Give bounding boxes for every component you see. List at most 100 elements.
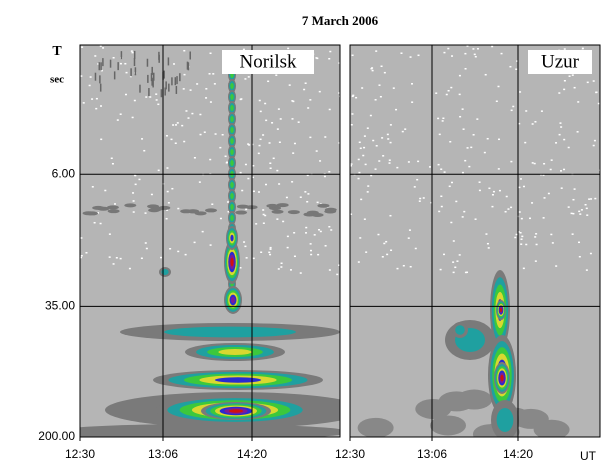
noise-speck [464, 68, 467, 70]
noise-speck [355, 96, 358, 99]
noise-speck [286, 235, 289, 238]
noise-speck [306, 200, 309, 203]
noise-speck [383, 71, 386, 74]
dark-patch [106, 205, 119, 210]
noise-speck [258, 99, 261, 102]
noise-speck [520, 238, 523, 240]
noise-speck [145, 247, 148, 250]
noise-speck [219, 146, 222, 149]
noise-speck [80, 75, 83, 77]
noise-speck [248, 144, 251, 146]
noise-speck [268, 142, 271, 144]
noise-speck [293, 142, 296, 145]
noise-speck [276, 169, 279, 172]
noise-speck [164, 87, 166, 96]
noise-speck [438, 133, 441, 136]
noise-speck [377, 233, 380, 236]
dark-patch [150, 207, 163, 212]
noise-speck [258, 144, 261, 147]
noise-speck [371, 67, 374, 69]
noise-speck [177, 207, 180, 210]
noise-speck [80, 254, 83, 257]
noise-speck [226, 201, 229, 203]
noise-speck [476, 48, 479, 50]
noise-speck [560, 187, 563, 189]
noise-speck [257, 152, 260, 155]
noise-speck [100, 105, 103, 107]
intensity-blob [214, 377, 262, 383]
noise-speck [157, 169, 160, 172]
noise-speck [558, 133, 561, 136]
noise-speck [351, 113, 354, 115]
noise-speck [269, 248, 272, 250]
noise-speck [94, 72, 97, 81]
noise-speck [492, 190, 495, 193]
noise-speck [128, 267, 131, 270]
noise-speck [458, 93, 461, 96]
noise-speck [486, 137, 489, 140]
noise-speck [401, 130, 404, 133]
noise-speck [153, 72, 155, 81]
noise-speck [454, 266, 457, 269]
noise-speck [578, 255, 581, 258]
noise-speck [447, 89, 450, 92]
noise-speck [329, 50, 332, 53]
noise-speck [285, 196, 288, 199]
noise-speck [592, 144, 595, 147]
noise-speck [581, 47, 584, 50]
noise-speck [265, 119, 268, 122]
noise-speck [510, 206, 513, 209]
noise-speck [389, 124, 392, 126]
noise-speck [165, 217, 168, 220]
noise-speck [389, 214, 392, 217]
noise-speck [166, 190, 169, 193]
noise-speck [209, 244, 212, 246]
noise-speck [385, 240, 388, 243]
noise-speck [198, 181, 201, 183]
noise-speck [442, 117, 445, 120]
label-box [528, 50, 592, 74]
panel-frame [349, 44, 601, 438]
noise-speck [275, 74, 278, 76]
noise-speck [486, 242, 489, 245]
intensity-blob [230, 94, 234, 100]
noise-speck [470, 146, 473, 149]
noise-speck [264, 183, 267, 186]
y-axis-unit: sec [50, 74, 64, 86]
noise-speck [525, 110, 528, 112]
noise-speck [152, 79, 154, 88]
noise-speck [115, 257, 118, 259]
noise-speck [572, 212, 575, 215]
noise-speck [169, 248, 172, 250]
noise-speck [130, 68, 132, 77]
noise-speck [392, 87, 395, 89]
noise-speck [519, 178, 522, 180]
noise-speck [478, 181, 481, 183]
noise-speck [555, 265, 558, 267]
noise-speck [592, 80, 595, 82]
noise-speck [438, 210, 441, 213]
noise-speck [306, 174, 309, 177]
noise-speck [411, 83, 414, 85]
label-box [222, 50, 314, 74]
noise-speck [382, 155, 385, 157]
noise-speck [464, 52, 467, 55]
dark-patch [180, 209, 193, 214]
noise-speck [225, 161, 228, 164]
noise-speck [139, 84, 141, 93]
noise-speck [177, 250, 180, 253]
intensity-blob [230, 204, 234, 210]
noise-speck [542, 174, 545, 176]
intensity-blob [80, 424, 340, 437]
noise-speck [91, 98, 94, 100]
noise-speck [495, 100, 498, 103]
noise-speck [168, 83, 170, 92]
noise-speck [124, 62, 127, 65]
noise-speck [534, 260, 537, 262]
noise-speck [414, 247, 417, 250]
noise-speck [262, 134, 265, 136]
noise-speck [400, 52, 403, 54]
noise-speck [309, 136, 312, 139]
dark-patch [236, 204, 249, 209]
